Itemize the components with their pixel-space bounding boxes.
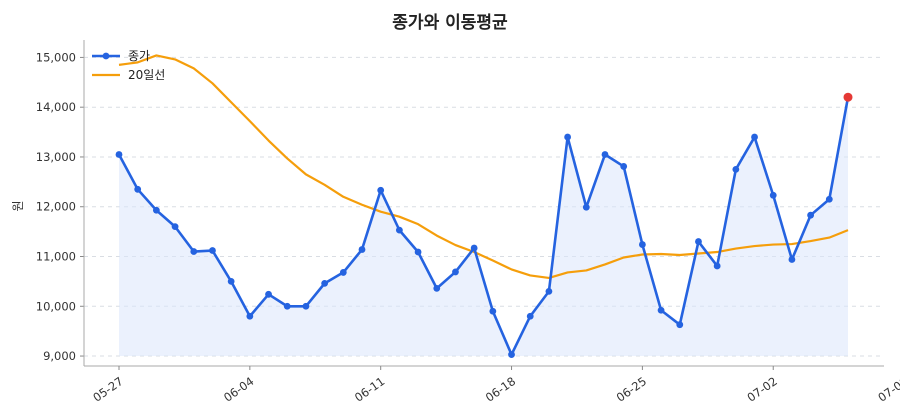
close-point bbox=[265, 290, 272, 298]
close-point bbox=[321, 279, 329, 287]
x-tick-label: 06-04 bbox=[221, 374, 256, 405]
close-point bbox=[545, 287, 553, 295]
close-point bbox=[769, 191, 777, 199]
close-point bbox=[713, 262, 721, 270]
close-point bbox=[134, 185, 142, 193]
close-point bbox=[489, 307, 497, 315]
close-point bbox=[152, 206, 160, 214]
series-line-ma20 bbox=[118, 54, 849, 280]
close-point bbox=[171, 223, 179, 231]
line-layer bbox=[117, 54, 850, 356]
close-point bbox=[115, 151, 123, 158]
legend-label-close: 종가 bbox=[128, 49, 150, 63]
close-point bbox=[433, 284, 441, 292]
y-tick-label: 15,000 bbox=[36, 50, 76, 64]
close-point bbox=[638, 241, 646, 248]
legend-marker-close bbox=[102, 52, 110, 60]
y-axis-label: 원 bbox=[11, 200, 25, 211]
close-area-fill bbox=[119, 97, 848, 357]
point-layer bbox=[115, 92, 853, 358]
close-point bbox=[564, 133, 572, 141]
x-tick-label: 05-27 bbox=[90, 374, 125, 405]
y-tick-label: 12,000 bbox=[36, 200, 76, 214]
close-point bbox=[676, 321, 684, 329]
close-point bbox=[807, 211, 815, 219]
close-point bbox=[751, 133, 758, 141]
close-point bbox=[582, 203, 590, 211]
close-point bbox=[283, 302, 291, 310]
legend: 종가 20일선 bbox=[92, 49, 165, 82]
x-tick-label: 06-11 bbox=[352, 374, 387, 405]
series-line-close bbox=[117, 97, 850, 356]
close-point bbox=[377, 186, 385, 194]
close-point bbox=[209, 247, 216, 254]
close-point bbox=[414, 248, 422, 256]
area-layer bbox=[119, 97, 848, 357]
last-close-point bbox=[843, 92, 853, 102]
x-tick-label: 07-02 bbox=[744, 374, 779, 405]
y-tick-label: 11,000 bbox=[36, 250, 76, 264]
close-point bbox=[788, 256, 796, 263]
close-point bbox=[358, 246, 366, 253]
y-tick-label: 13,000 bbox=[36, 150, 76, 164]
x-tick-label: 06-18 bbox=[483, 374, 518, 405]
close-point bbox=[395, 226, 403, 234]
x-tick-label: 06-25 bbox=[614, 374, 649, 405]
close-point bbox=[620, 163, 628, 170]
close-point bbox=[246, 312, 254, 320]
close-point bbox=[601, 151, 609, 158]
legend-label-ma20: 20일선 bbox=[128, 68, 165, 82]
close-point bbox=[452, 268, 459, 276]
close-point bbox=[732, 166, 740, 173]
close-point bbox=[695, 238, 702, 245]
close-point bbox=[339, 269, 347, 276]
close-point bbox=[825, 195, 833, 203]
chart-title: 종가와 이동평균 bbox=[392, 13, 508, 33]
close-point bbox=[657, 306, 665, 314]
y-tick-label: 10,000 bbox=[36, 299, 76, 313]
close-point bbox=[302, 302, 310, 310]
y-tick-label: 14,000 bbox=[36, 100, 76, 114]
y-tick-label: 9,000 bbox=[43, 349, 76, 363]
close-point bbox=[470, 244, 478, 252]
close-point bbox=[227, 277, 235, 285]
close-point bbox=[526, 312, 534, 320]
close-point bbox=[508, 351, 515, 358]
x-tick-label: 07-09 bbox=[875, 374, 900, 405]
close-point bbox=[190, 248, 198, 255]
